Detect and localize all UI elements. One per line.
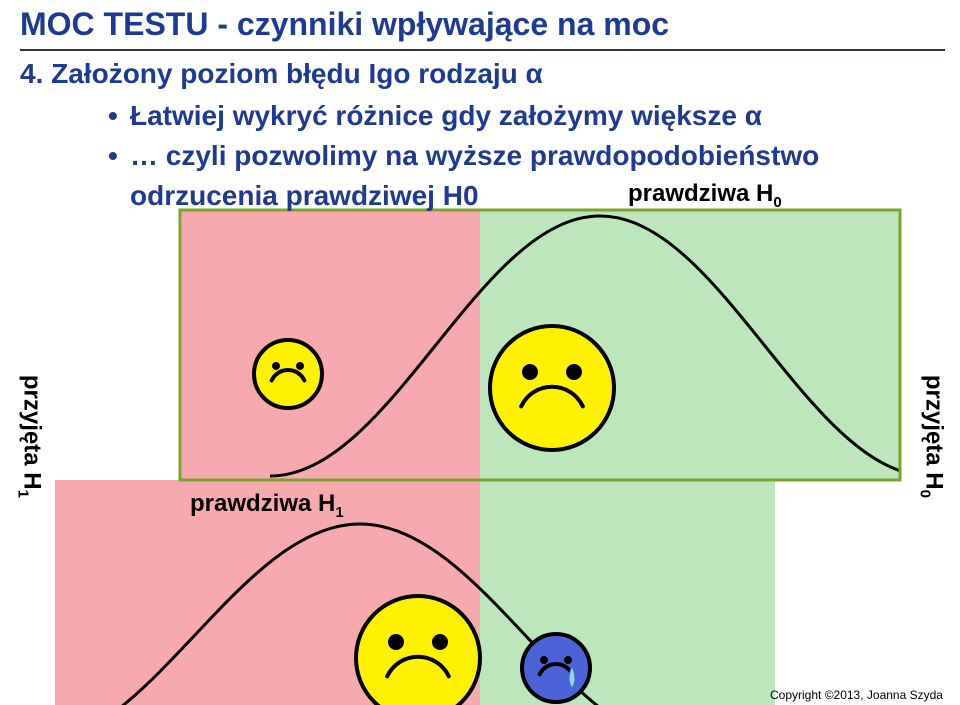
- bullet-text: Łatwiej wykryć różnice gdy założymy więk…: [130, 100, 762, 132]
- page-title: MOC TESTU - czynniki wpływające na moc: [20, 6, 669, 43]
- bullet-marker: •: [108, 100, 118, 132]
- upper-chart: [180, 210, 930, 480]
- label-h0-accepted: przyjęta H0: [917, 356, 948, 516]
- bullet-marker: •: [108, 140, 118, 172]
- bullet-text: odrzucenia prawdziwej H0: [130, 180, 479, 212]
- label-h0-true: prawdziwa H0: [628, 180, 782, 211]
- label-h1-accepted: przyjęta H1: [15, 356, 46, 516]
- subtitle: 4. Założony poziom błędu Igo rodzaju α: [20, 58, 543, 90]
- copyright: Copyright ©2013, Joanna Szyda: [770, 688, 943, 702]
- lower-chart: [30, 480, 775, 705]
- bullet-text: … czyli pozwolimy na wyższe prawdopodobi…: [130, 140, 819, 172]
- label-h1-true: prawdziwa H1: [190, 490, 344, 521]
